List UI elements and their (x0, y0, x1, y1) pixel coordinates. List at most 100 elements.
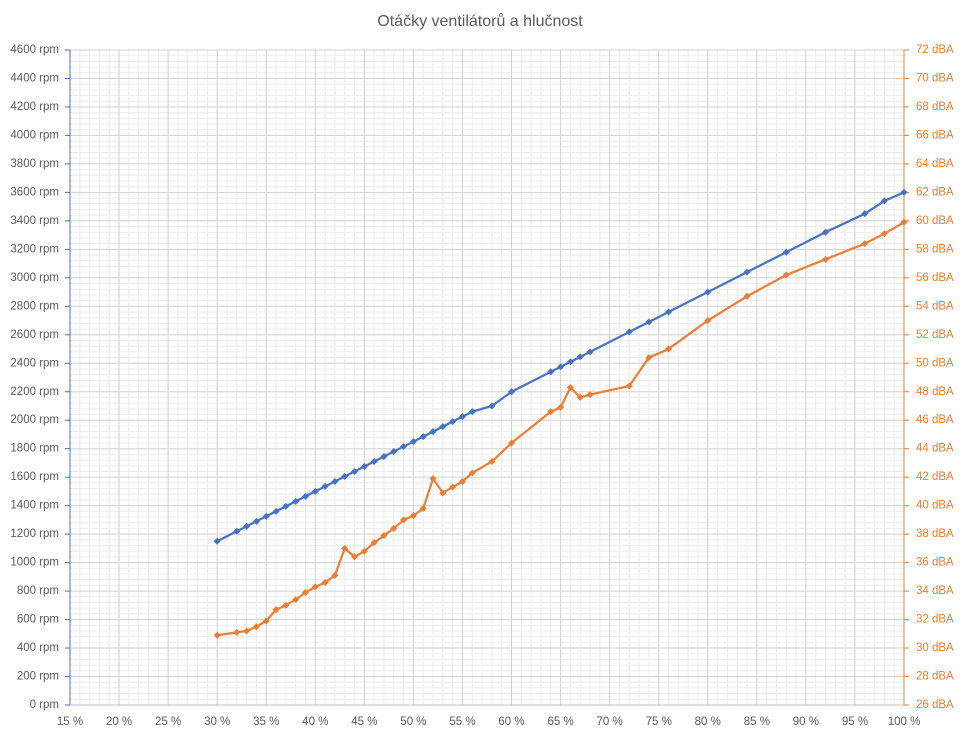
marker (292, 497, 300, 505)
marker (262, 512, 270, 520)
y2-tick-label: 58 dBA (916, 243, 954, 255)
y-tick-label: 4400 rpm (10, 73, 59, 85)
y-tick-label: 200 rpm (17, 671, 59, 683)
y2-tick-label: 48 dBA (916, 386, 954, 398)
marker (292, 596, 300, 604)
x-tick-label: 45 % (351, 716, 377, 728)
marker (547, 408, 555, 416)
marker (743, 292, 751, 300)
x-tick-label: 40 % (302, 716, 328, 728)
x-tick-label: 65 % (547, 716, 573, 728)
x-tick-label: 60 % (498, 716, 524, 728)
y2-tick-label: 34 dBA (916, 585, 954, 597)
marker (468, 408, 476, 416)
marker (360, 462, 368, 470)
marker (900, 218, 908, 226)
y-tick-label: 3600 rpm (10, 186, 59, 198)
y2-tick-label: 60 dBA (916, 215, 954, 227)
marker (351, 467, 359, 475)
marker (449, 483, 457, 491)
marker (233, 527, 241, 535)
marker (409, 438, 417, 446)
marker (380, 532, 388, 540)
marker (243, 627, 251, 635)
y-tick-label: 800 rpm (17, 585, 59, 597)
x-tick-label: 50 % (400, 716, 426, 728)
y2-tick-label: 50 dBA (916, 357, 954, 369)
marker (586, 391, 594, 399)
marker (233, 628, 241, 636)
marker (880, 230, 888, 238)
y-tick-label: 4600 rpm (10, 44, 59, 56)
y2-tick-label: 64 dBA (916, 158, 954, 170)
y-tick-label: 2200 rpm (10, 386, 59, 398)
y-tick-label: 2800 rpm (10, 300, 59, 312)
marker (861, 240, 869, 248)
marker (213, 537, 221, 545)
marker (351, 553, 359, 561)
x-tick-label: 70 % (597, 716, 623, 728)
marker (449, 418, 457, 426)
marker (321, 579, 329, 587)
y2-tick-label: 68 dBA (916, 101, 954, 113)
y2-tick-label: 38 dBA (916, 528, 954, 540)
marker (321, 482, 329, 490)
marker (645, 318, 653, 326)
marker (861, 210, 869, 218)
chart-title: Otáčky ventilátorů a hlučnost (377, 12, 583, 30)
marker (262, 617, 270, 625)
marker (370, 458, 378, 466)
marker (213, 631, 221, 639)
marker (341, 472, 349, 480)
x-tick-label: 35 % (253, 716, 279, 728)
marker (576, 393, 584, 401)
x-tick-label: 30 % (204, 716, 230, 728)
marker (311, 583, 319, 591)
marker (331, 477, 339, 485)
y2-tick-label: 46 dBA (916, 414, 954, 426)
marker (301, 589, 309, 597)
marker (557, 363, 565, 371)
marker (665, 308, 673, 316)
y-tick-label: 400 rpm (17, 642, 59, 654)
x-tick-label: 90 % (793, 716, 819, 728)
marker (645, 354, 653, 362)
x-tick-label: 95 % (842, 716, 868, 728)
marker (458, 477, 466, 485)
marker (272, 507, 280, 515)
y-tick-label: 1200 rpm (10, 528, 59, 540)
y-tick-label: 1600 rpm (10, 471, 59, 483)
y-tick-label: 2000 rpm (10, 414, 59, 426)
y2-tick-label: 32 dBA (916, 614, 954, 626)
marker (782, 271, 790, 279)
marker (400, 443, 408, 451)
x-tick-label: 55 % (449, 716, 475, 728)
y2-tick-label: 26 dBA (916, 699, 954, 711)
y2-tick-label: 28 dBA (916, 671, 954, 683)
y-tick-label: 3000 rpm (10, 272, 59, 284)
marker (243, 522, 251, 530)
marker (458, 413, 466, 421)
x-tick-label: 15 % (57, 716, 83, 728)
marker (822, 228, 830, 236)
y-tick-label: 2400 rpm (10, 357, 59, 369)
y-tick-label: 2600 rpm (10, 329, 59, 341)
marker (390, 524, 398, 532)
marker (665, 345, 673, 353)
marker (586, 348, 594, 356)
marker (400, 516, 408, 524)
marker (704, 317, 712, 325)
marker (547, 368, 555, 376)
marker (625, 382, 633, 390)
marker (409, 512, 417, 520)
y-tick-label: 4200 rpm (10, 101, 59, 113)
marker (439, 423, 447, 431)
marker (419, 505, 427, 512)
marker (508, 439, 516, 447)
x-tick-label: 85 % (744, 716, 770, 728)
marker (370, 539, 378, 547)
marker (566, 358, 574, 366)
marker (468, 469, 476, 477)
